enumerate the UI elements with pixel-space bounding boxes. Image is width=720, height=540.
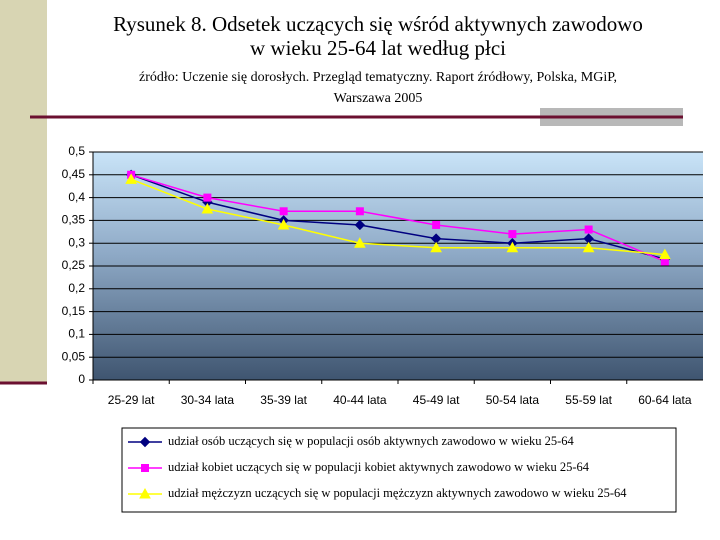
- series-line: [130, 174, 666, 260]
- data-point: [508, 230, 517, 239]
- series-line: [130, 178, 665, 256]
- data-point: [277, 218, 290, 230]
- legend-marker: [139, 436, 151, 448]
- chart-title: w wieku 25-64 lat według płci: [250, 36, 506, 60]
- data-point: [582, 241, 595, 253]
- legend-marker: [139, 487, 151, 499]
- data-point: [201, 202, 214, 214]
- legend-marker: [141, 464, 149, 472]
- x-tick-label: 60-64 lata: [638, 393, 692, 407]
- data-point: [584, 225, 593, 234]
- x-tick-label: 30-34 lata: [181, 393, 235, 407]
- x-tick-label: 45-49 lat: [413, 393, 460, 407]
- data-point: [279, 207, 288, 216]
- data-point: [354, 237, 366, 248]
- chart-title: Rysunek 8. Odsetek uczących się wśród ak…: [113, 12, 643, 36]
- x-tick-label: 55-59 lat: [565, 393, 612, 407]
- chart-subtitle: Warszawa 2005: [334, 91, 423, 106]
- y-tick-label: 0: [78, 372, 85, 386]
- y-tick-label: 0,3: [68, 235, 85, 249]
- y-tick-label: 0,05: [62, 349, 86, 363]
- y-tick-label: 0,1: [68, 327, 85, 341]
- y-tick-label: 0,4: [68, 190, 85, 204]
- y-tick-label: 0,45: [62, 167, 86, 181]
- data-point: [125, 173, 137, 184]
- y-tick-label: 0,35: [62, 213, 86, 227]
- y-tick-label: 0,25: [62, 258, 86, 272]
- data-point: [354, 219, 366, 231]
- legend: [121, 427, 677, 513]
- x-tick-label: 35-39 lat: [260, 393, 307, 407]
- chart-subtitle: źródło: Uczenie się dorosłych. Przegląd …: [139, 70, 617, 85]
- x-tick-label: 25-29 lat: [108, 393, 155, 407]
- data-point: [506, 241, 519, 253]
- data-point: [432, 220, 441, 229]
- data-point: [430, 241, 442, 253]
- x-tick-label: 40-44 lata: [333, 393, 387, 407]
- y-tick-label: 0,5: [68, 144, 85, 158]
- legend-label: udział mężczyzn uczących się w populacji…: [168, 486, 627, 500]
- y-tick-label: 0,2: [68, 281, 85, 295]
- side-bar: [0, 0, 47, 383]
- x-tick-label: 50-54 lata: [486, 393, 540, 407]
- series-line: [130, 174, 666, 263]
- data-point: [659, 248, 671, 260]
- legend-label: udział osób uczących się w populacji osó…: [168, 434, 575, 448]
- legend-label: udział kobiet uczących się w populacji k…: [168, 460, 590, 474]
- data-point: [203, 193, 212, 202]
- data-point: [355, 207, 364, 216]
- y-tick-label: 0,15: [62, 304, 86, 318]
